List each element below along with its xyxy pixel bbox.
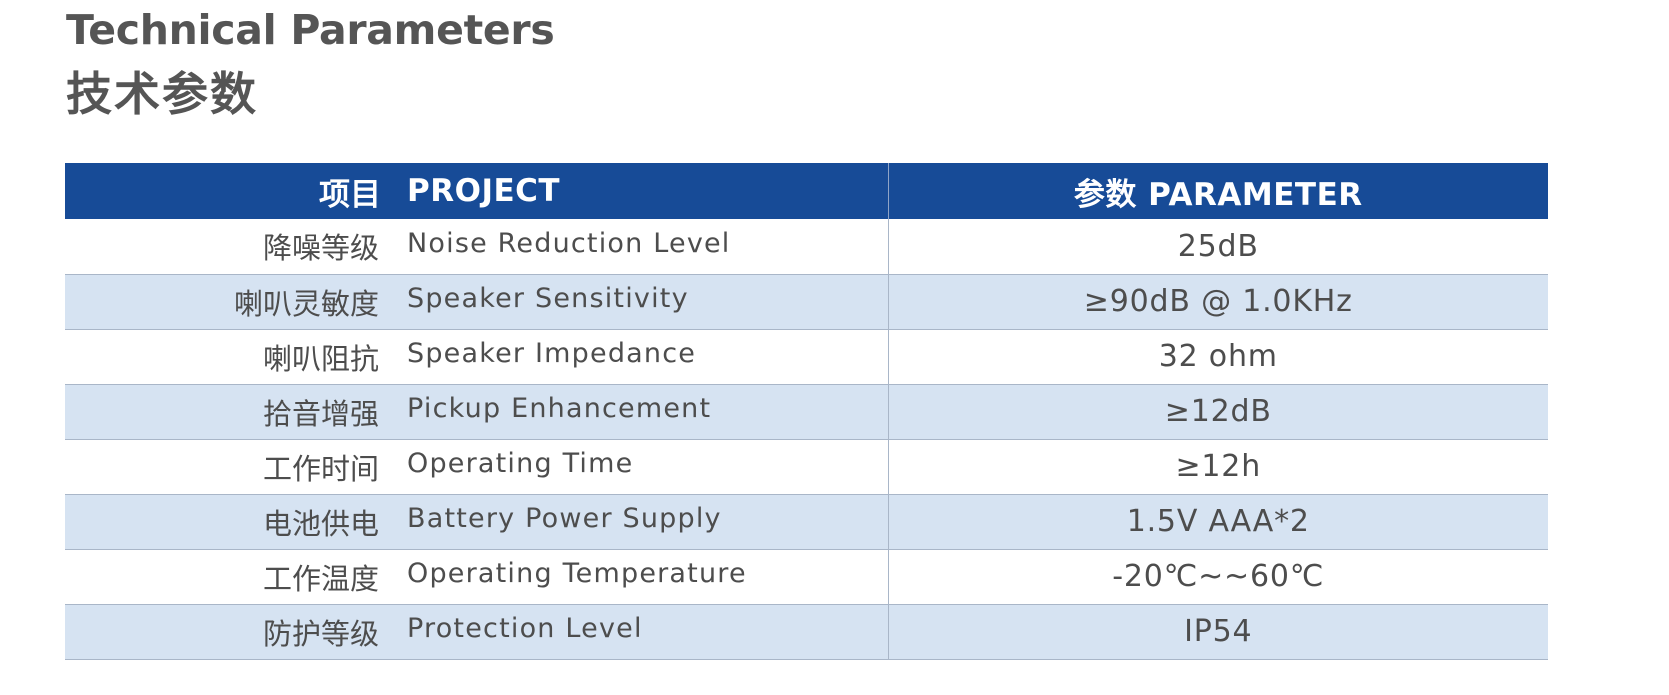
row-value: -20℃~~60℃ <box>887 549 1548 604</box>
row-label-en: Noise Reduction Level <box>407 227 731 259</box>
row-label-en: Operating Time <box>407 448 634 479</box>
table-row: 喇叭阻抗 Speaker Impedance 32 ohm <box>65 329 1548 384</box>
row-label-cn: 喇叭灵敏度 <box>233 286 379 321</box>
row-label-en: Speaker Impedance <box>407 338 697 369</box>
page-title-cn: 技术参数 <box>66 67 258 121</box>
row-label-cn: 喇叭阻抗 <box>262 341 379 376</box>
row-label-cn: 降噪等级 <box>262 231 379 266</box>
table-row: 防护等级 Protection Level IP54 <box>65 604 1548 659</box>
table-row: 工作温度 Operating Temperature -20℃~~60℃ <box>65 549 1548 604</box>
table-header-row: 项目 PROJECT 参数 PARAMETER <box>65 163 1548 219</box>
row-value: 32 ohm <box>887 329 1548 384</box>
table-row: 电池供电 Battery Power Supply 1.5V AAA*2 <box>65 494 1548 549</box>
row-label-en: Pickup Enhancement <box>407 393 712 424</box>
header-parameter: 参数 PARAMETER <box>887 163 1548 219</box>
table-row: 降噪等级 Noise Reduction Level 25dB <box>65 219 1548 274</box>
table-row: 喇叭灵敏度 Speaker Sensitivity ≥90dB @ 1.0KHz <box>65 274 1548 329</box>
row-value: ≥12dB <box>887 384 1548 439</box>
row-label-en: Speaker Sensitivity <box>407 283 689 314</box>
table-row: 工作时间 Operating Time ≥12h <box>65 439 1548 494</box>
header-project-cn: 项目 <box>319 176 381 213</box>
row-value: 25dB <box>887 219 1548 274</box>
table-row: 拾音增强 Pickup Enhancement ≥12dB <box>65 384 1548 439</box>
row-value: IP54 <box>887 604 1548 659</box>
page-title-en: Technical Parameters <box>66 6 555 54</box>
spec-table: 项目 PROJECT 参数 PARAMETER 降噪等级 Noise Reduc… <box>65 163 1548 660</box>
row-label-cn: 拾音增强 <box>262 396 379 431</box>
row-label-cn: 工作温度 <box>262 561 379 596</box>
row-label-cn: 防护等级 <box>262 616 379 651</box>
row-label-en: Protection Level <box>407 613 643 644</box>
row-label-cn: 工作时间 <box>262 451 379 486</box>
row-value: 1.5V AAA*2 <box>887 494 1548 549</box>
row-value: ≥90dB @ 1.0KHz <box>887 274 1548 329</box>
header-project-en: PROJECT <box>407 173 561 209</box>
row-label-en: Battery Power Supply <box>407 503 722 534</box>
row-value: ≥12h <box>887 439 1548 494</box>
row-label-en: Operating Temperature <box>407 558 747 589</box>
row-label-cn: 电池供电 <box>262 506 379 541</box>
